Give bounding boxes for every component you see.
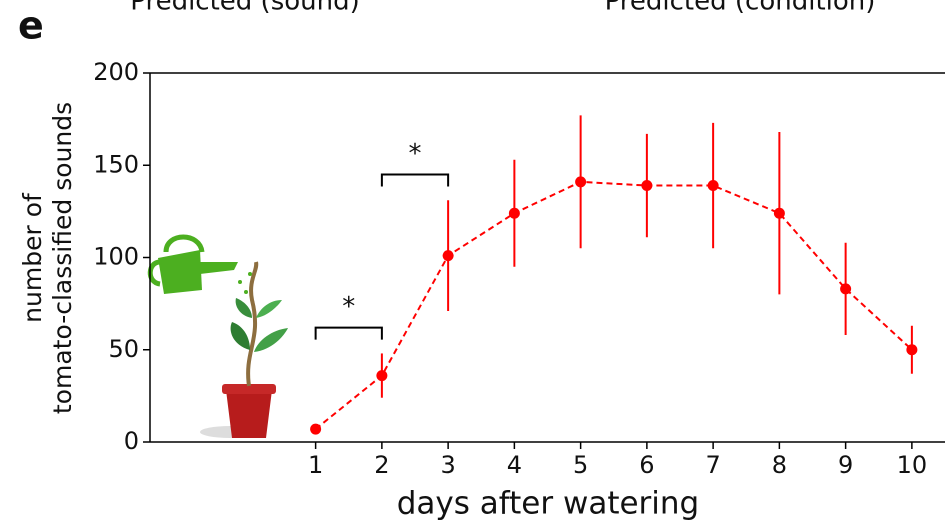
data-point [906, 344, 918, 356]
y-tick-label: 50 [108, 335, 139, 363]
y-axis-label: tomato-classified sounds [48, 102, 77, 414]
data-point [310, 423, 322, 435]
x-tick-label: 10 [897, 451, 928, 479]
panel-label: e [18, 4, 44, 48]
data-point [575, 176, 587, 188]
data-line [314, 180, 913, 430]
significance-bracket [380, 173, 450, 187]
data-point [840, 283, 852, 295]
x-tick-label: 9 [838, 451, 853, 479]
x-tick-label: 6 [639, 451, 654, 479]
cropped-title: Predicted (condition) [605, 0, 876, 17]
x-tick-label: 4 [507, 451, 522, 479]
y-tick-label: 150 [93, 150, 139, 178]
x-tick-label: 3 [440, 451, 455, 479]
x-tick-label: 1 [308, 451, 323, 479]
data-point [707, 180, 719, 192]
data-point [376, 370, 388, 382]
data-point [773, 207, 785, 219]
x-tick-label: 7 [705, 451, 720, 479]
data-point [442, 250, 454, 262]
y-tick-label: 100 [93, 243, 139, 271]
y-axis-label: number of [18, 192, 47, 323]
x-tick-label: 5 [573, 451, 588, 479]
y-tick-label: 200 [93, 58, 139, 86]
significance-label: * [342, 292, 355, 322]
plant-illustration [147, 234, 288, 438]
y-tick-label: 0 [124, 427, 139, 455]
data-point [508, 207, 520, 219]
x-tick-label: 2 [374, 451, 389, 479]
x-tick-label: 8 [772, 451, 787, 479]
significance-label: * [409, 139, 422, 169]
significance-bracket [314, 326, 383, 340]
x-axis-label: days after watering [397, 486, 699, 522]
cropped-title: Predicted (sound) [130, 0, 360, 17]
data-point [641, 180, 653, 192]
